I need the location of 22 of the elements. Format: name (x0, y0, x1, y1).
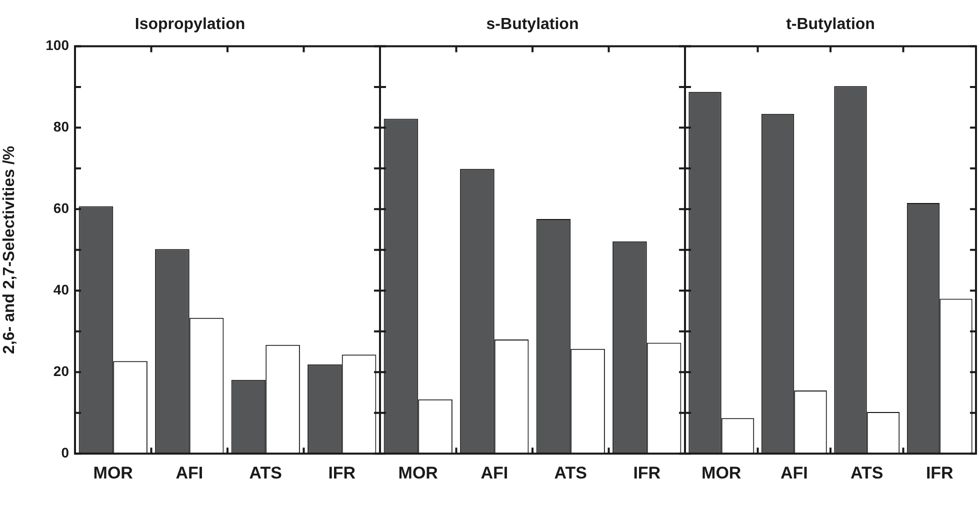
y-tick-label: 40 (53, 282, 70, 298)
y-tick-label: 80 (53, 118, 70, 135)
x-tick-label: ATS (850, 463, 884, 482)
x-tick-label: IFR (926, 463, 954, 482)
chart-title: s-Butylation (486, 16, 579, 34)
x-tick-label: IFR (633, 463, 661, 482)
x-tick-label: MOR (398, 463, 438, 482)
y-tick-label: 60 (53, 200, 70, 216)
x-tick-label: MOR (702, 463, 742, 482)
y-tick-label: 20 (53, 362, 70, 379)
x-tick-label: ATS (249, 463, 282, 482)
x-tick-label: AFI (480, 463, 508, 482)
y-axis-title: 2,6- and 2,7-Selectivities /% (1, 146, 18, 354)
x-tick-label: AFI (780, 463, 808, 482)
y-tick-label: 100 (46, 37, 70, 54)
x-tick-label: ATS (554, 463, 587, 482)
y-tick-label: 0 (61, 444, 70, 460)
chart-title: Isopropylation (134, 16, 246, 34)
chart-title: t-Butylation (786, 16, 875, 34)
x-tick-label: MOR (93, 463, 133, 482)
x-tick-label: IFR (328, 463, 356, 482)
x-tick-label: AFI (176, 463, 204, 482)
